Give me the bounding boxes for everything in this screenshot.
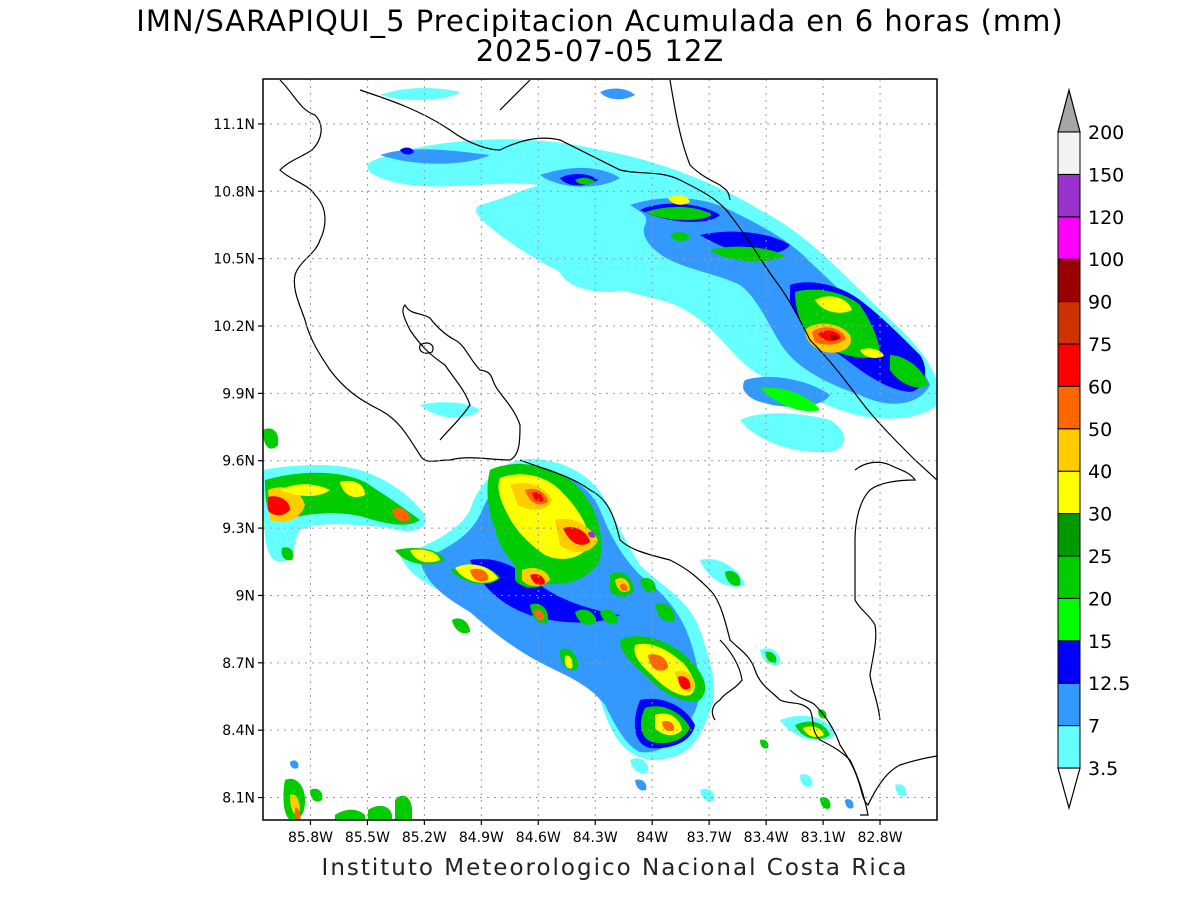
colorbar-level-label: 15 (1088, 631, 1112, 653)
precipitation-field (263, 88, 937, 820)
colorbar-level-label: 200 (1088, 122, 1124, 144)
lat-tick-label: 9N (236, 588, 255, 604)
map-datetime: 2025-07-05 12Z (475, 34, 725, 68)
colorbar-swatch (1057, 343, 1081, 387)
map-frame (262, 78, 938, 821)
lat-tick-label: 9.9N (222, 386, 255, 402)
panama-border (789, 689, 937, 806)
colorbar-level-label: 40 (1088, 461, 1112, 483)
colorbar-swatch (1057, 258, 1081, 303)
lon-tick-label: 84.3W (573, 830, 618, 846)
lake-outline (419, 342, 434, 354)
colorbar-level-label: 50 (1088, 419, 1112, 441)
colorbar-level-label: 25 (1088, 546, 1112, 568)
colorbar-swatch (1057, 428, 1081, 472)
lat-tick-label: 10.5N (213, 252, 255, 268)
lat-tick-label: 8.1N (222, 791, 255, 807)
colorbar-level-label: 100 (1088, 249, 1124, 271)
colorbar-swatch (1057, 682, 1081, 727)
longitude-axis: 85.8W 85.5W 85.2W 84.9W 84.6W 84.3W 84W 83.7W 83… (288, 820, 903, 846)
colorbar-swatch (1057, 301, 1081, 345)
caribbean-coast (499, 79, 731, 201)
colorbar-swatch (1057, 640, 1081, 684)
rain-band-central (395, 459, 907, 809)
colorbar-swatch (1057, 173, 1081, 218)
colorbar-swatch (1057, 131, 1081, 175)
colorbar-swatch (1057, 513, 1081, 557)
map-grid-lines (263, 79, 937, 820)
lat-tick-label: 10.2N (213, 319, 255, 335)
colorbar-level-label: 12.5 (1088, 673, 1130, 695)
lon-tick-label: 83.7W (687, 830, 732, 846)
colorbar-level-label: 7 (1088, 716, 1100, 738)
lon-tick-label: 85.8W (288, 830, 333, 846)
lon-tick-label: 82.8W (858, 830, 903, 846)
lon-tick-label: 84.9W (459, 830, 504, 846)
colorbar-level-label: 75 (1088, 334, 1112, 356)
nicaragua-coast (279, 79, 521, 462)
colorbar-level-label: 30 (1088, 504, 1112, 526)
lon-tick-label: 83.4W (744, 830, 789, 846)
rain-band-north (367, 88, 937, 453)
colorbar-legend: 3.5 7 12.5 15 20 25 30 40 50 60 75 90 100 120 150 200 (1057, 87, 1130, 811)
colorbar-swatch (1057, 216, 1081, 260)
colorbar-swatch (1057, 597, 1081, 642)
map-footer-credit: Instituto Meteorologico Nacional Costa R… (321, 855, 909, 881)
map-title: IMN/SARAPIQUI_5 Precipitacion Acumulada … (136, 4, 1064, 38)
lon-tick-label: 84W (636, 830, 668, 846)
lon-tick-label: 85.5W (345, 830, 390, 846)
pacific-coast-costa-rica (519, 459, 869, 816)
colorbar-max-arrow (1057, 87, 1081, 133)
colorbar-swatch (1057, 385, 1081, 430)
colorbar-level-label: 90 (1088, 292, 1112, 314)
osa-peninsula (711, 639, 743, 721)
colorbar-level-label: 20 (1088, 588, 1112, 610)
coastline-borders (279, 79, 937, 816)
lat-tick-label: 8.7N (222, 656, 255, 672)
colorbar-level-label: 120 (1088, 207, 1124, 229)
lat-tick-label: 9.6N (222, 454, 255, 470)
colorbar-min-arrow (1057, 767, 1081, 811)
lat-tick-label: 8.4N (222, 723, 255, 739)
lon-tick-label: 85.2W (402, 830, 447, 846)
panama-north (854, 461, 917, 721)
colorbar-level-label: 150 (1088, 164, 1124, 186)
colorbar-swatch (1057, 725, 1081, 769)
lat-tick-label: 11.1N (213, 117, 255, 133)
lat-tick-label: 9.3N (222, 521, 255, 537)
colorbar-swatch (1057, 555, 1081, 599)
latitude-axis: 11.1N 10.8N 10.5N 10.2N 9.9N 9.6N 9.3N 9N 8.7N 8.… (213, 117, 263, 807)
nicaragua-border (359, 89, 937, 481)
lon-tick-label: 84.6W (516, 830, 561, 846)
rain-band-west (263, 428, 470, 820)
colorbar-level-label: 3.5 (1088, 758, 1118, 780)
colorbar-level-label: 60 (1088, 376, 1112, 398)
lon-tick-label: 83.1W (801, 830, 846, 846)
colorbar-swatch (1057, 470, 1081, 515)
lat-tick-label: 10.8N (213, 184, 255, 200)
